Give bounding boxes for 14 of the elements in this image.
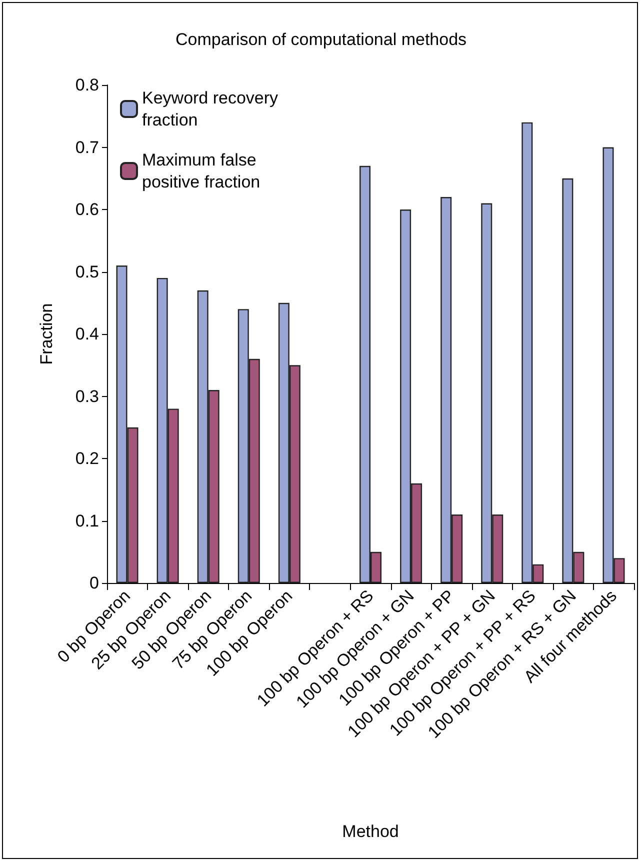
x-axis-title: Method	[342, 822, 399, 841]
chart-title: Comparison of computational methods	[175, 30, 467, 49]
y-tick-label: 0	[90, 574, 99, 592]
y-tick-label: 0.8	[75, 76, 99, 94]
y-tick-label: 0.6	[75, 200, 99, 219]
y-tick-label: 0.1	[75, 511, 99, 530]
y-tick-label: 0.7	[75, 138, 99, 157]
y-axis-title: Fraction	[37, 303, 56, 365]
y-tick-label: 0.2	[75, 449, 99, 468]
y-tick-label: 0.3	[75, 386, 99, 406]
legend-label: Maximum false positive fraction	[142, 150, 260, 192]
y-tick-label: 0.5	[75, 262, 99, 282]
legend-label: Keyword recovery fraction	[142, 88, 279, 130]
y-tick-label: 0.4	[75, 324, 99, 344]
